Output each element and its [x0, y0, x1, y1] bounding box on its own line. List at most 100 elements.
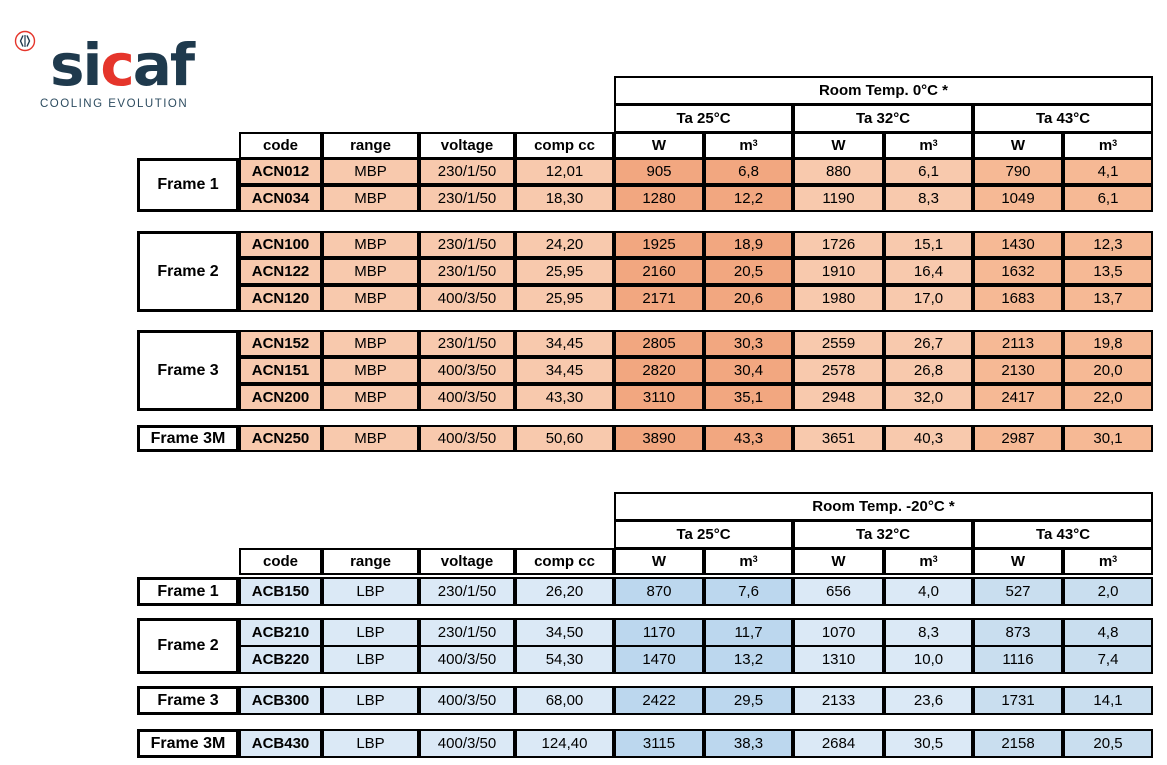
product-code: ACN250	[239, 425, 322, 452]
sicaf-mark-icon	[14, 30, 36, 52]
airflow-m3-ta32: 6,1	[884, 158, 973, 185]
frame-label: Frame 1	[137, 158, 239, 212]
airflow-m3-ta25: 13,2	[704, 645, 793, 674]
airflow-m3-ta43: 6,1	[1063, 185, 1153, 212]
capacity-w-ta25: 2820	[614, 357, 704, 384]
col-header-range: range	[322, 132, 419, 159]
airflow-m3-ta32: 8,3	[884, 618, 973, 647]
room-temp-header: Room Temp. 0°C *	[614, 76, 1153, 105]
capacity-w-ta43: 527	[973, 577, 1063, 606]
capacity-w-ta32: 2133	[793, 686, 884, 715]
col-header-range: range	[322, 548, 419, 575]
product-range: LBP	[322, 618, 419, 647]
product-range: LBP	[322, 645, 419, 674]
airflow-m3-ta43: 22,0	[1063, 384, 1153, 411]
product-voltage: 230/1/50	[419, 618, 515, 647]
product-code: ACN122	[239, 258, 322, 285]
capacity-w-ta32: 2578	[793, 357, 884, 384]
capacity-w-ta43: 2417	[973, 384, 1063, 411]
ta-header: Ta 25°C	[614, 520, 793, 549]
product-range: LBP	[322, 577, 419, 606]
product-code: ACB220	[239, 645, 322, 674]
airflow-m3-ta32: 10,0	[884, 645, 973, 674]
airflow-m3-ta25: 35,1	[704, 384, 793, 411]
airflow-m3-ta25: 43,3	[704, 425, 793, 452]
airflow-m3-ta25: 38,3	[704, 729, 793, 758]
product-voltage: 230/1/50	[419, 231, 515, 258]
capacity-w-ta25: 1470	[614, 645, 704, 674]
product-code: ACN151	[239, 357, 322, 384]
frame-label: Frame 3M	[137, 729, 239, 758]
airflow-m3-ta25: 30,3	[704, 330, 793, 357]
capacity-w-ta32: 3651	[793, 425, 884, 452]
capacity-w-ta25: 2160	[614, 258, 704, 285]
product-voltage: 230/1/50	[419, 258, 515, 285]
product-range: MBP	[322, 285, 419, 312]
product-code: ACB430	[239, 729, 322, 758]
airflow-m3-ta32: 30,5	[884, 729, 973, 758]
capacity-w-ta25: 2805	[614, 330, 704, 357]
product-voltage: 400/3/50	[419, 384, 515, 411]
capacity-w-ta43: 2130	[973, 357, 1063, 384]
product-range: MBP	[322, 357, 419, 384]
unit-m: m	[919, 553, 933, 570]
product-comp-cc: 54,30	[515, 645, 614, 674]
capacity-w-ta32: 880	[793, 158, 884, 185]
product-comp-cc: 34,45	[515, 357, 614, 384]
col-header-code: code	[239, 132, 322, 159]
airflow-m3-ta25: 20,5	[704, 258, 793, 285]
capacity-w-ta25: 1170	[614, 618, 704, 647]
airflow-m3-ta25: 29,5	[704, 686, 793, 715]
col-header-code: code	[239, 548, 322, 575]
capacity-w-ta43: 1683	[973, 285, 1063, 312]
unit-m: m	[1098, 137, 1113, 154]
col-header-voltage: voltage	[419, 132, 515, 159]
airflow-m3-ta43: 7,4	[1063, 645, 1153, 674]
airflow-m3-ta25: 12,2	[704, 185, 793, 212]
product-code: ACB150	[239, 577, 322, 606]
airflow-m3-ta32: 26,8	[884, 357, 973, 384]
col-header-w: W	[973, 548, 1063, 575]
capacity-w-ta32: 2948	[793, 384, 884, 411]
capacity-w-ta32: 1070	[793, 618, 884, 647]
product-comp-cc: 43,30	[515, 384, 614, 411]
product-range: MBP	[322, 185, 419, 212]
product-comp-cc: 26,20	[515, 577, 614, 606]
airflow-m3-ta25: 7,6	[704, 577, 793, 606]
capacity-w-ta32: 2684	[793, 729, 884, 758]
product-comp-cc: 34,50	[515, 618, 614, 647]
unit-exponent: 3	[932, 137, 938, 148]
product-voltage: 230/1/50	[419, 185, 515, 212]
product-range: MBP	[322, 330, 419, 357]
col-header-w: W	[793, 132, 884, 159]
airflow-m3-ta32: 32,0	[884, 384, 973, 411]
airflow-m3-ta32: 40,3	[884, 425, 973, 452]
capacity-w-ta32: 1190	[793, 185, 884, 212]
brand-wordmark: sicaf	[50, 31, 195, 99]
airflow-m3-ta43: 14,1	[1063, 686, 1153, 715]
sicaf-logo: sicaf COOLING EVOLUTION	[14, 30, 214, 120]
ta-header: Ta 43°C	[973, 520, 1153, 549]
airflow-m3-ta25: 6,8	[704, 158, 793, 185]
product-voltage: 400/3/50	[419, 425, 515, 452]
product-voltage: 400/3/50	[419, 645, 515, 674]
product-range: LBP	[322, 686, 419, 715]
capacity-w-ta32: 1980	[793, 285, 884, 312]
product-range: MBP	[322, 231, 419, 258]
airflow-m3-ta32: 23,6	[884, 686, 973, 715]
product-voltage: 230/1/50	[419, 158, 515, 185]
capacity-w-ta43: 790	[973, 158, 1063, 185]
airflow-m3-ta43: 19,8	[1063, 330, 1153, 357]
col-header-w: W	[793, 548, 884, 575]
capacity-w-ta43: 1632	[973, 258, 1063, 285]
unit-exponent: 3	[932, 553, 938, 564]
capacity-w-ta25: 1280	[614, 185, 704, 212]
product-range: MBP	[322, 158, 419, 185]
airflow-m3-ta32: 26,7	[884, 330, 973, 357]
unit-exponent: 3	[752, 137, 758, 148]
unit-exponent: 3	[1112, 137, 1118, 148]
unit-exponent: 3	[1112, 553, 1118, 564]
